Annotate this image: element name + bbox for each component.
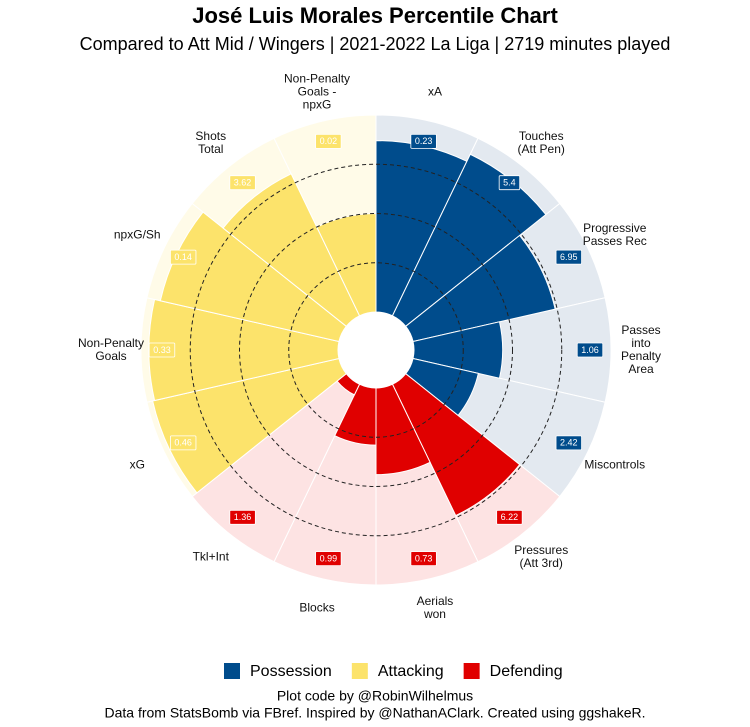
value-label: 0.14 — [174, 252, 192, 262]
value-labels: 0.23 5.4 6.95 1.06 2.42 6.22 0.73 0.99 1.36 0.46 0… — [148, 133, 604, 567]
value-label-box — [496, 509, 523, 525]
value-label: 2.42 — [560, 438, 578, 448]
legend: Possession Attacking Defending — [224, 663, 563, 680]
grid — [189, 163, 563, 537]
category-label: Non-Penalty Goals - npxG — [284, 71, 351, 112]
category-label: npxG/Sh — [113, 227, 161, 242]
legend-label: Possession — [250, 663, 332, 680]
grid-circle — [288, 262, 464, 438]
legend-label: Defending — [490, 663, 563, 680]
value-label-box — [229, 175, 256, 191]
category-label: Touches (Att Pen) — [517, 128, 565, 156]
value-label: 6.22 — [501, 512, 519, 522]
legend-swatch — [224, 663, 240, 679]
category-label: xG — [129, 457, 145, 472]
value-label: 3.62 — [234, 178, 252, 188]
value-label: 0.46 — [174, 438, 192, 448]
category-label: Progressive Passes Rec — [582, 221, 647, 249]
value-label: 0.33 — [153, 345, 171, 355]
category-label: xA — [427, 84, 442, 99]
value-label: 1.36 — [234, 512, 252, 522]
value-label-box — [498, 175, 521, 191]
category-label: Pressures (Att 3rd) — [514, 543, 569, 571]
category-label: Blocks — [299, 600, 335, 615]
category-label: Non-Penalty Goals — [77, 336, 145, 363]
grid-circle — [189, 163, 563, 537]
bar — [405, 234, 556, 343]
value-label-box — [229, 509, 256, 525]
legend-label: Attacking — [378, 663, 444, 680]
value-label-box — [170, 249, 197, 265]
category-label: Miscontrols — [584, 457, 646, 472]
value-label-box — [410, 551, 437, 567]
chart-title: José Luis Morales Percentile Chart — [192, 3, 558, 28]
bar — [222, 173, 361, 328]
value-label-box — [576, 342, 604, 358]
legend-swatch — [463, 663, 480, 679]
chart-subtitle: Compared to Att Mid / Wingers | 2021-202… — [80, 34, 671, 54]
caption: Data from StatsBomb via FBref. Inspired … — [104, 705, 645, 721]
value-label: 1.06 — [581, 345, 599, 355]
caption: Plot code by @RobinWilhelmus — [277, 688, 473, 704]
center-hole — [338, 312, 414, 388]
value-label: 5.4 — [503, 178, 516, 188]
value-label-box — [555, 249, 582, 265]
category-label: Passes into Penalty Area — [620, 323, 662, 376]
value-label: 0.99 — [320, 554, 338, 564]
value-label: 0.02 — [320, 136, 338, 146]
value-label-box — [555, 435, 582, 451]
category-label: Shots Total — [195, 128, 227, 156]
category-label: Tkl+Int — [192, 549, 229, 564]
value-label: 0.23 — [415, 136, 433, 146]
value-label-box — [315, 551, 342, 567]
bars — [148, 140, 556, 517]
bar — [391, 372, 521, 517]
legend-swatch — [351, 663, 368, 679]
value-label-box — [410, 133, 437, 149]
value-label: 6.95 — [560, 252, 578, 262]
category-label: Aerials won — [416, 594, 454, 622]
bar — [391, 153, 547, 328]
value-label: 0.73 — [415, 554, 433, 564]
value-label-box — [170, 435, 197, 451]
value-label-box — [148, 342, 176, 358]
grid-circle — [239, 213, 513, 487]
value-label-box — [315, 133, 342, 149]
